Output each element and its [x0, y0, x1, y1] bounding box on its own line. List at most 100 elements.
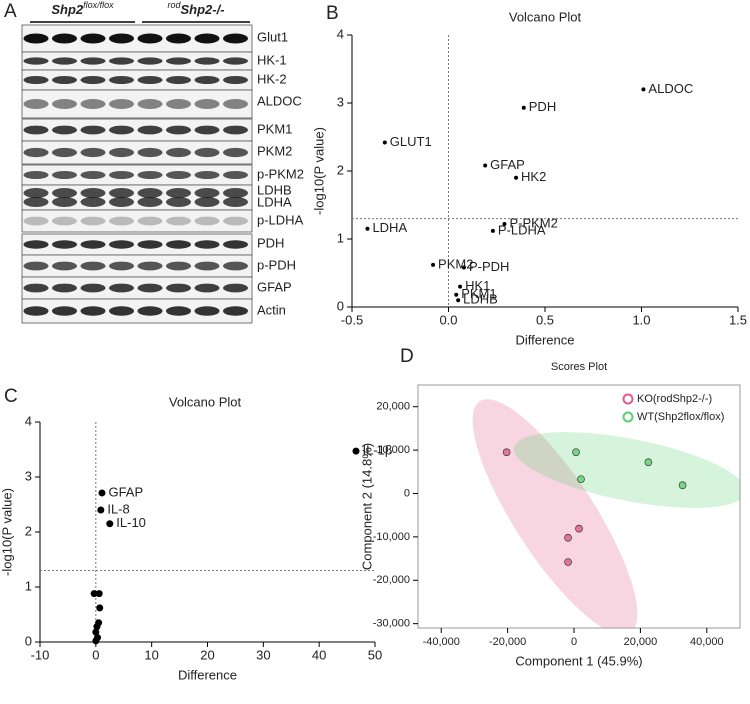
y-tick-label: 2 [337, 162, 344, 177]
blot-band [194, 57, 220, 65]
blot-band [166, 197, 191, 207]
x-tick-label: 40,000 [690, 636, 724, 648]
point-label: LDHB [463, 292, 498, 307]
blot-band [80, 76, 106, 84]
y-tick-label: 0 [337, 298, 344, 313]
x-axis-label: Difference [178, 667, 237, 682]
blot-band [80, 240, 106, 249]
blot-band [23, 188, 49, 198]
blot-band [137, 33, 163, 44]
y-tick-label: 20,000 [376, 401, 410, 413]
blot-band [109, 57, 134, 65]
blot-band [166, 57, 191, 65]
y-axis-label: -log10(P value) [311, 127, 326, 215]
blot-band [194, 188, 220, 198]
point-label: LDHA [372, 220, 407, 235]
blot-band [109, 216, 134, 226]
point [92, 628, 100, 636]
blot-band [109, 261, 134, 271]
blot-band [52, 283, 77, 293]
chart-title: Volcano Plot [509, 9, 582, 24]
blot-band [80, 197, 106, 207]
blot-band [194, 197, 220, 207]
x-tick-label: 40 [312, 647, 326, 662]
chart-title: Scores Plot [551, 361, 607, 373]
blot-band [80, 283, 106, 293]
point-label: P-PDH [469, 259, 509, 274]
point [572, 448, 580, 457]
blot-band [23, 197, 49, 207]
point-label: HK2 [521, 169, 546, 184]
blot-band [52, 99, 77, 109]
blot-band [80, 306, 106, 316]
blot-row-label: p-LDHA [257, 212, 304, 227]
blot-band [137, 147, 163, 158]
point [577, 475, 585, 484]
point [92, 637, 100, 645]
blot-band [166, 261, 191, 271]
blot-band [109, 171, 134, 179]
x-tick-label: 30 [256, 647, 270, 662]
legend-marker [622, 411, 634, 423]
blot-band [166, 171, 191, 179]
point [96, 604, 104, 612]
blot-band [137, 197, 163, 207]
blot-band [194, 261, 220, 271]
point [97, 506, 105, 514]
x-tick-label: 0.0 [439, 312, 457, 327]
blot-band [52, 197, 77, 207]
blot-band [166, 216, 191, 226]
blot-band [23, 306, 49, 316]
blot-band [194, 306, 220, 316]
ko-ellipse [472, 399, 638, 628]
confidence-ellipses [472, 399, 740, 628]
blot-row-label: HK-2 [257, 71, 287, 86]
blot-band [137, 306, 163, 316]
blot-band [109, 125, 134, 135]
point [90, 590, 98, 598]
blot-band [109, 197, 134, 207]
x-tick-label: -40,000 [423, 636, 460, 648]
blot-band [194, 99, 220, 109]
blot-band [166, 147, 191, 158]
x-tick-label: 1.5 [729, 312, 747, 327]
blot-row-label: LDHB [257, 182, 292, 197]
blot-band [137, 188, 163, 198]
blot-band [109, 76, 134, 84]
x-axis-label: Component 1 (45.9%) [515, 653, 642, 668]
blot-band [223, 283, 248, 293]
point-label: GLUT1 [390, 134, 432, 149]
legend-label: WT(Shp2flox/flox) [637, 411, 724, 423]
group-label: rodShp2-/- [167, 0, 224, 17]
x-tick-label: 50 [368, 647, 382, 662]
y-axis-label: -log10(P value) [0, 488, 14, 576]
legend-marker [622, 393, 634, 405]
blot-band [223, 125, 248, 135]
blot-band [23, 216, 49, 226]
y-tick-label: 2 [25, 523, 32, 538]
y-tick-label: 4 [337, 26, 344, 41]
point [483, 163, 488, 168]
point [678, 481, 687, 490]
point-label: P-PKM2 [509, 215, 557, 230]
y-tick-label: 10,000 [376, 444, 410, 456]
y-tick-label: 0 [25, 633, 32, 648]
point-label: IL-8 [107, 501, 129, 516]
point [456, 298, 461, 303]
blot-band [223, 99, 248, 109]
blot-band [223, 216, 248, 226]
group-label-sup: flox/flox [83, 0, 114, 10]
point-label: PDH [529, 99, 556, 114]
blot-band [137, 216, 163, 226]
blot-band [194, 33, 220, 44]
blot-band [166, 240, 191, 249]
panel-label: A [4, 1, 17, 22]
blot-band [166, 188, 191, 198]
blot-band [23, 147, 49, 158]
blot-row-label: PKM2 [257, 143, 292, 158]
point-label: GFAP [108, 484, 143, 499]
blot-band [80, 188, 106, 198]
panel-label: D [400, 346, 414, 367]
blot-box [21, 209, 253, 233]
blot-band [223, 171, 248, 179]
